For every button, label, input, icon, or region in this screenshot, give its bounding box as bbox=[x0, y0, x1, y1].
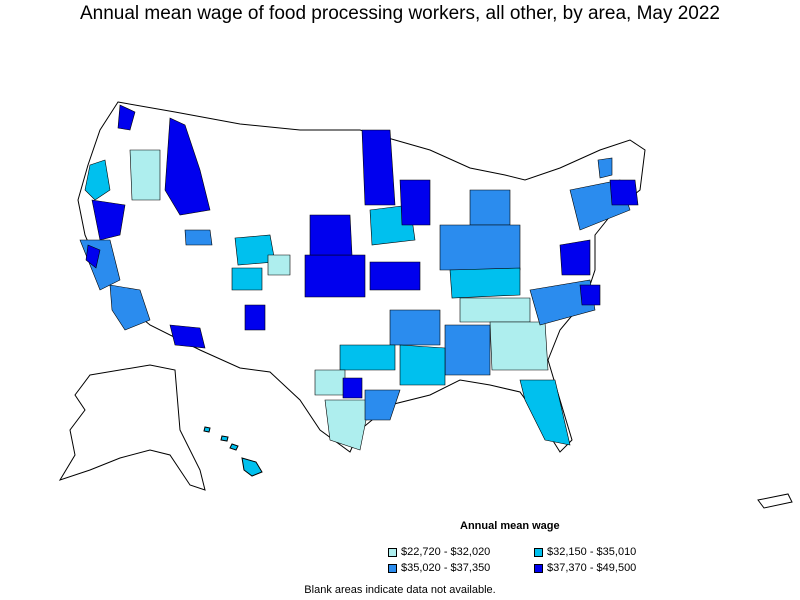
legend-swatch-4 bbox=[534, 563, 543, 573]
hawaii-islands bbox=[203, 426, 239, 451]
legend-label-2: $32,150 - $35,010 bbox=[547, 546, 637, 558]
region-arkansas bbox=[389, 309, 441, 346]
region-idaho-light bbox=[129, 149, 161, 201]
region-texas-north bbox=[339, 344, 396, 371]
region-alabama bbox=[444, 324, 491, 376]
alaska-outline bbox=[58, 364, 206, 491]
legend-item-4: $37,370 - $49,500 bbox=[534, 562, 636, 574]
legend-item-2: $32,150 - $35,010 bbox=[534, 546, 636, 558]
region-california-north-dark bbox=[91, 199, 126, 241]
legend-swatch-2 bbox=[534, 547, 543, 557]
region-kentucky bbox=[449, 267, 521, 299]
region-ohio-indiana bbox=[439, 224, 521, 271]
puerto-rico-outline bbox=[757, 493, 793, 509]
legend-label-4: $37,370 - $49,500 bbox=[547, 562, 637, 574]
region-arizona-dark bbox=[169, 324, 206, 349]
region-nebraska-dark bbox=[309, 214, 353, 256]
wage-regions bbox=[79, 104, 639, 451]
region-virginia-dark bbox=[559, 239, 591, 276]
region-socal bbox=[109, 284, 151, 331]
map-title: Annual mean wage of food processing work… bbox=[79, 3, 721, 24]
region-texas-coast bbox=[364, 389, 401, 421]
region-colorado-light bbox=[267, 254, 291, 276]
region-idaho-wyoming-dark bbox=[164, 117, 211, 216]
region-texas-central-dark bbox=[342, 377, 363, 399]
region-colorado-south bbox=[231, 267, 263, 291]
region-new-england-dark bbox=[609, 179, 639, 206]
region-michigan bbox=[469, 189, 511, 226]
region-carolinas bbox=[529, 279, 596, 326]
region-wisconsin-dark bbox=[399, 179, 431, 226]
region-missouri-dark bbox=[369, 261, 421, 291]
region-california-bay bbox=[85, 244, 101, 269]
legend-label-1: $22,720 - $32,020 bbox=[401, 546, 491, 558]
legend-swatch-3 bbox=[388, 563, 397, 573]
region-oregon-coast bbox=[84, 159, 111, 201]
region-florida bbox=[519, 379, 571, 446]
region-texas-west-light bbox=[314, 369, 346, 396]
region-utah-light bbox=[184, 229, 213, 246]
data-note: Blank areas indicate data not available. bbox=[304, 584, 496, 596]
legend-label-3: $35,020 - $37,350 bbox=[401, 562, 491, 574]
region-louisiana bbox=[399, 344, 446, 386]
region-new-mexico-dark bbox=[244, 304, 266, 331]
region-georgia-light bbox=[489, 321, 549, 371]
legend-item-1: $22,720 - $32,020 bbox=[388, 546, 490, 558]
region-kansas-dark bbox=[304, 254, 366, 298]
region-chesapeake-dark bbox=[579, 284, 601, 306]
legend-swatch-1 bbox=[388, 547, 397, 557]
region-texas-south bbox=[324, 399, 371, 451]
region-tennessee-light bbox=[459, 297, 531, 323]
region-minnesota-dark bbox=[361, 129, 396, 206]
region-washington-dark bbox=[117, 104, 136, 131]
hawaii-outline bbox=[241, 457, 263, 477]
legend-title: Annual mean wage bbox=[460, 520, 560, 532]
region-maine-mid bbox=[597, 157, 613, 179]
legend-item-3: $35,020 - $37,350 bbox=[388, 562, 490, 574]
